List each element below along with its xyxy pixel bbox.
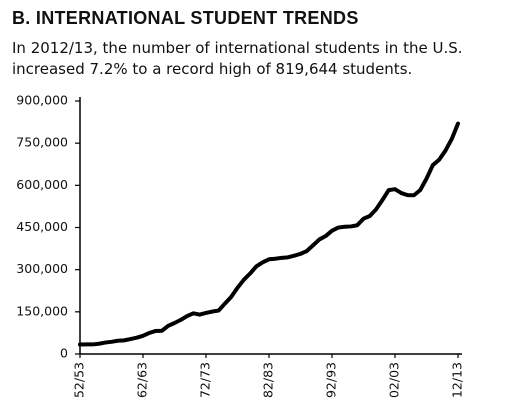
x-tick-label: 82/83 — [261, 362, 276, 398]
x-tick-label: 62/63 — [135, 362, 150, 398]
x-tick-label: 72/73 — [198, 362, 213, 398]
chart-subtitle: In 2012/13, the number of international … — [12, 39, 463, 78]
x-tick-label: 52/53 — [72, 362, 87, 398]
y-tick-label: 900,000 — [16, 93, 68, 108]
x-tick-label: 02/03 — [387, 362, 402, 398]
y-tick-label: 600,000 — [16, 177, 68, 192]
x-tick-label: 12/13 — [450, 362, 465, 398]
data-line — [78, 121, 460, 347]
chart-title: B. INTERNATIONAL STUDENT TRENDS — [12, 8, 359, 28]
y-tick-label: 750,000 — [16, 135, 68, 150]
y-tick-label: 300,000 — [16, 261, 68, 276]
y-tick-label: 150,000 — [16, 303, 68, 318]
y-tick-label: 0 — [60, 346, 68, 361]
y-tick-label: 450,000 — [16, 219, 68, 234]
x-tick-label: 92/93 — [324, 362, 339, 398]
